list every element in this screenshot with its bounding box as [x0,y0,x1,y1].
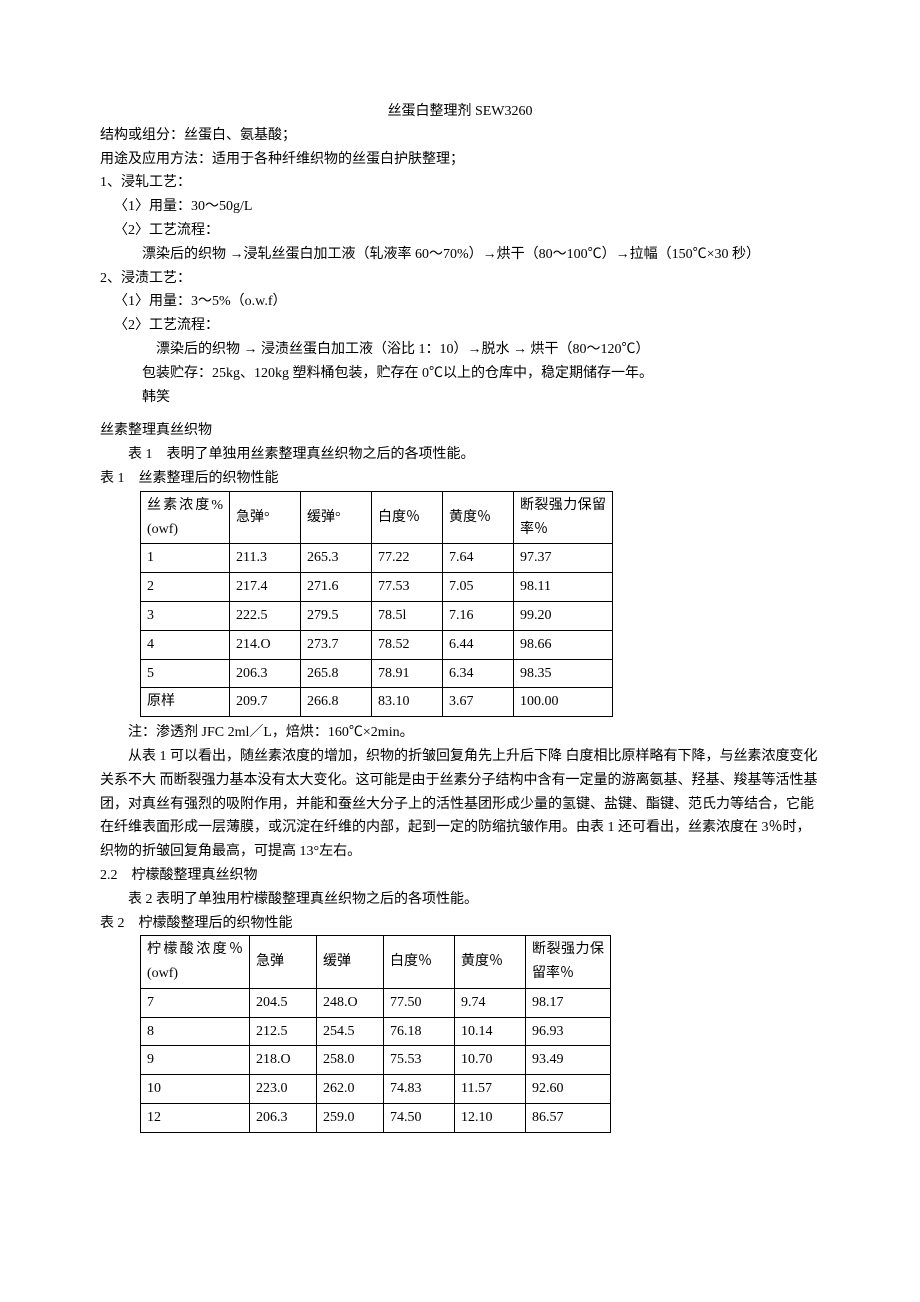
process2-flow-text: 漂染后的织物 → 浸渍丝蛋白加工液（浴比 1：10）→脱水 → 烘干（80～12… [100,338,820,362]
table1-intro: 表 1 表明了单独用丝素整理真丝织物之后的各项性能。 [100,443,820,467]
table2-intro: 表 2 表明了单独用柠檬酸整理真丝织物之后的各项性能。 [100,888,820,912]
table-row: 3222.5279.578.5l7.1699.20 [141,601,613,630]
table-row: 10223.0262.074.8311.5792.60 [141,1075,611,1104]
process2-dosage: 〈1〉用量：3～5%（o.w.f） [100,290,820,314]
col-header: 黄度％ [443,491,514,544]
table-row: 12206.3259.074.5012.1086.57 [141,1104,611,1133]
table-fibroin: 丝素浓度%(owf) 急弹° 缓弹° 白度％ 黄度％ 断裂强力保留率％ 1211… [140,491,613,717]
table-row: 原样209.7266.883.103.67100.00 [141,688,613,717]
table1-caption: 表 1 丝素整理后的织物性能 [100,467,820,491]
table-row: 9218.O258.075.5310.7093.49 [141,1046,611,1075]
col-header: 白度％ [384,936,455,989]
process1-heading: 1、浸轧工艺： [100,171,820,195]
col-header: 白度％ [372,491,443,544]
table-row: 柠檬酸浓度％(owf) 急弹 缓弹 白度％ 黄度％ 断裂强力保留率％ [141,936,611,989]
doc-title: 丝蛋白整理剂 SEW3260 [100,100,820,124]
usage-line: 用途及应用方法：适用于各种纤维织物的丝蛋白护肤整理； [100,148,820,172]
col-header: 柠檬酸浓度％(owf) [141,936,250,989]
table-citric: 柠檬酸浓度％(owf) 急弹 缓弹 白度％ 黄度％ 断裂强力保留率％ 7204.… [140,935,611,1133]
table-row: 丝素浓度%(owf) 急弹° 缓弹° 白度％ 黄度％ 断裂强力保留率％ [141,491,613,544]
col-header: 断裂强力保留率％ [514,491,613,544]
author-line: 韩笑 [100,386,820,410]
section-fibroin-heading: 丝素整理真丝织物 [100,419,820,443]
col-header: 急弹° [230,491,301,544]
table-row: 5206.3265.878.916.3498.35 [141,659,613,688]
section-citric-heading: 2.2 柠檬酸整理真丝织物 [100,864,820,888]
table-row: 1211.3265.377.227.6497.37 [141,544,613,573]
table-row: 8212.5254.576.1810.1496.93 [141,1017,611,1046]
process1-dosage: 〈1〉用量：30～50g/L [100,195,820,219]
table-row: 2217.4271.677.537.0598.11 [141,573,613,602]
table1-note: 注：渗透剂 JFC 2ml／L，焙烘：160℃×2min。 [100,721,820,745]
packaging-line: 包装贮存：25kg、120kg 塑料桶包装，贮存在 0℃以上的仓库中，稳定期储存… [100,362,820,386]
table-row: 7204.5248.O77.509.7498.17 [141,988,611,1017]
page: 丝蛋白整理剂 SEW3260 结构或组分：丝蛋白、氨基酸； 用途及应用方法：适用… [0,0,920,1197]
col-header: 黄度％ [455,936,526,989]
process1-flow-text: 漂染后的织物 →浸轧丝蛋白加工液（轧液率 60～70%）→烘干（80～100℃）… [100,243,820,267]
col-header: 缓弹 [317,936,384,989]
col-header: 缓弹° [301,491,372,544]
analysis-paragraph-1: 从表 1 可以看出，随丝素浓度的增加，织物的折皱回复角先上升后下降 白度相比原样… [100,745,820,864]
table-row: 4214.O273.778.526.4498.66 [141,630,613,659]
composition-line: 结构或组分：丝蛋白、氨基酸； [100,124,820,148]
process1-flow-label: 〈2〉工艺流程： [100,219,820,243]
process2-heading: 2、浸渍工艺： [100,267,820,291]
col-header: 丝素浓度%(owf) [141,491,230,544]
col-header: 断裂强力保留率％ [526,936,611,989]
col-header: 急弹 [250,936,317,989]
table2-caption: 表 2 柠檬酸整理后的织物性能 [100,912,820,936]
process2-flow-label: 〈2〉工艺流程： [100,314,820,338]
